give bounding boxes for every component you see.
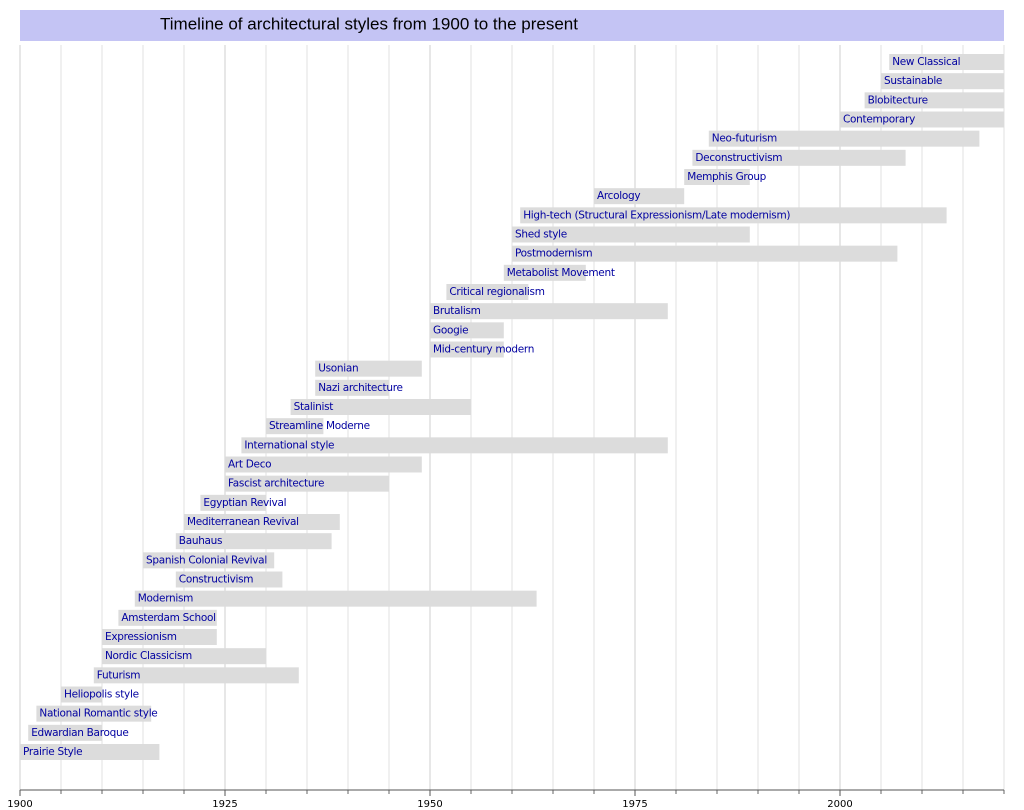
bar (93, 667, 299, 684)
bar-label: Heliopolis style (64, 689, 139, 701)
bar-label: Fascist architecture (228, 478, 324, 490)
bar-label: Contemporary (843, 114, 915, 126)
bar-label: Mid-century modern (433, 344, 534, 356)
bar-label: Googie (433, 324, 468, 336)
bar-label: Sustainable (884, 75, 942, 87)
bar (175, 571, 283, 588)
x-tick-label: 2000 (827, 799, 852, 810)
bar-label: Stalinist (294, 401, 334, 413)
x-tick-label: 1925 (212, 799, 237, 810)
bar (512, 226, 750, 243)
bar-label: Usonian (318, 363, 358, 375)
bar (28, 724, 103, 741)
bar-label: Streamline Moderne (269, 420, 370, 432)
bar-label: Postmodernism (515, 248, 592, 260)
bar (594, 188, 685, 205)
bar-label: Metabolist Movement (507, 267, 615, 279)
bar-label: Modernism (138, 593, 193, 605)
bar (315, 379, 389, 396)
bar (241, 437, 668, 454)
bar-label: Arcology (597, 190, 640, 202)
bar-label: Prairie Style (23, 746, 82, 758)
bar-label: International style (244, 439, 334, 451)
bar (881, 73, 1004, 90)
bar (889, 54, 1004, 70)
bar (430, 303, 668, 320)
bar (175, 533, 332, 550)
chart-title: Timeline of architectural styles from 19… (160, 14, 578, 33)
bar (708, 130, 980, 147)
bar-label: Constructivism (179, 574, 253, 586)
bar (225, 475, 389, 492)
x-tick-label: 1950 (417, 799, 442, 810)
bar (520, 207, 947, 224)
bar-label: Bauhaus (179, 535, 222, 547)
bar-label: Memphis Group (687, 171, 766, 183)
title-banner (20, 10, 1004, 41)
bar-label: Egyptian Revival (203, 497, 286, 509)
bar-label: Deconstructivism (695, 152, 782, 164)
bar-label: National Romantic style (39, 708, 157, 720)
bar (864, 92, 1004, 109)
bar-label: Expressionism (105, 631, 177, 643)
bar-label: Blobitecture (868, 94, 928, 106)
bar (266, 418, 324, 435)
bar (200, 494, 266, 511)
bar-label: Edwardian Baroque (31, 727, 128, 739)
bar-label: Amsterdam School (121, 612, 215, 624)
bar-label: Shed style (515, 229, 567, 241)
bar (225, 456, 422, 473)
bar-label: Nordic Classicism (105, 650, 192, 662)
bar-label: Neo-futurism (712, 133, 777, 145)
bar (20, 744, 160, 760)
bar (430, 341, 504, 358)
bar (102, 648, 266, 665)
bar-label: New Classical (892, 56, 960, 68)
bar (684, 169, 750, 185)
bar (840, 111, 1004, 128)
bar (692, 149, 906, 166)
bar (143, 552, 275, 569)
bar-label: Nazi architecture (318, 382, 403, 394)
bar (61, 686, 102, 703)
bar (102, 629, 217, 645)
bar (118, 609, 217, 626)
bar-label: High-tech (Structural Expressionism/Late… (523, 209, 790, 221)
bar (446, 284, 529, 300)
bar (503, 264, 586, 281)
bar-label: Futurism (97, 669, 140, 681)
x-tick-label: 1975 (622, 799, 647, 810)
bar-label: Brutalism (433, 305, 481, 317)
x-tick-label: 1900 (7, 799, 32, 810)
bar (290, 399, 471, 415)
bar-label: Mediterranean Revival (187, 516, 299, 528)
bar (134, 590, 537, 607)
bar-label: Spanish Colonial Revival (146, 554, 267, 566)
bar (430, 322, 504, 339)
bar (36, 705, 152, 722)
bar (184, 514, 340, 530)
bar-label: Critical regionalism (449, 286, 544, 298)
bar (315, 360, 422, 377)
bar (512, 245, 898, 262)
bar-label: Art Deco (228, 459, 271, 471)
